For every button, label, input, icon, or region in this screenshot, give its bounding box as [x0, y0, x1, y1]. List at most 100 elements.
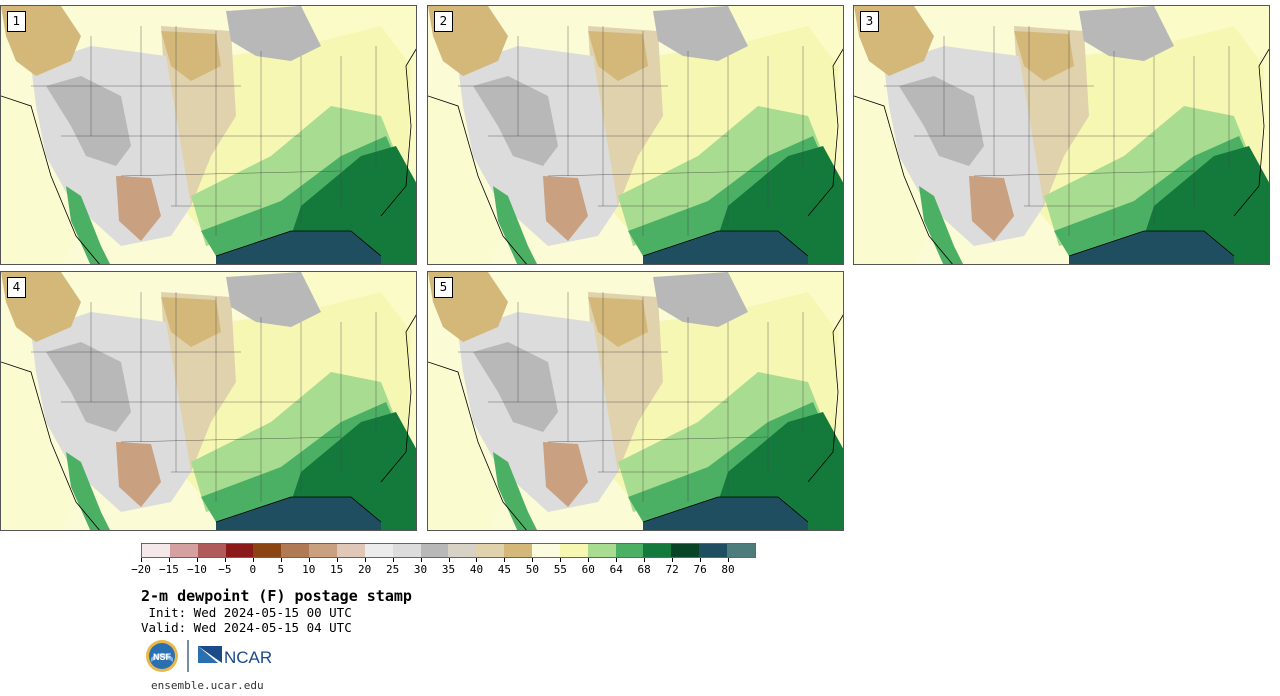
colorbar-tick-label: 10 [302, 563, 316, 576]
land-west-darkgray [899, 76, 984, 166]
colorbar-swatch [337, 544, 365, 557]
colorbar-tick-label: 40 [469, 563, 484, 576]
colorbar-tick [252, 558, 254, 562]
land-desert-sw-brown [116, 442, 161, 507]
land-desert-sw-brown [543, 442, 588, 507]
colorbar-tick-label: 60 [581, 563, 595, 576]
colorbar-tick-label: −20 [131, 563, 151, 576]
dewpoint-map [1, 272, 416, 530]
colorbar-tick [476, 558, 478, 562]
ocean-pacific [1, 362, 76, 530]
valid-time: Valid: Wed 2024-05-15 04 UTC [141, 620, 352, 635]
colorbar-tick-label: 5 [277, 563, 285, 576]
map-panel-4: 4 [0, 271, 417, 531]
panel-number: 5 [434, 277, 453, 298]
colorbar-tick [392, 558, 394, 562]
colorbar-swatch [643, 544, 672, 557]
chart-title: 2-m dewpoint (F) postage stamp [141, 587, 412, 605]
colorbar-tick [168, 558, 170, 562]
colorbar-tick [141, 558, 142, 562]
land-great-lakes-gray [1079, 6, 1174, 61]
colorbar-tick-label: −15 [159, 563, 179, 576]
colorbar-tick-label: 72 [665, 563, 679, 576]
init-time: Init: Wed 2024-05-15 00 UTC [141, 605, 352, 620]
colorbar-tick-label: 45 [497, 563, 512, 576]
colorbar-tick-label: 30 [413, 563, 428, 576]
ocean-pacific [428, 362, 503, 530]
footer-url[interactable]: ensemble.ucar.edu [151, 679, 264, 692]
map-panel-2: 2 [427, 5, 844, 265]
colorbar-tick [308, 558, 310, 562]
colorbar-swatch [587, 544, 616, 557]
land-great-lakes-gray [226, 272, 321, 327]
state-boundary [458, 85, 769, 207]
colorbar-tick-label: 25 [385, 563, 400, 576]
land-pacific-coast-green [493, 186, 537, 264]
state-boundary [884, 85, 1195, 207]
ncar-logo: NCAR [198, 646, 272, 667]
land-west-darkgray [473, 76, 558, 166]
map-field [428, 6, 843, 264]
map-panel-3: 3 [853, 5, 1270, 265]
land-great-lakes-gray [653, 272, 748, 327]
colorbar-tick-label: 64 [609, 563, 623, 576]
colorbar-swatch [142, 544, 170, 557]
colorbar-tick [420, 558, 422, 562]
map-panel-1: 1 [0, 5, 417, 265]
colorbar-tick [644, 558, 646, 562]
colorbar-tick [700, 558, 702, 562]
coastline [1, 314, 416, 530]
map-panel-5: 5 [427, 271, 844, 531]
colorbar-swatch [281, 544, 310, 557]
dewpoint-map [1, 6, 416, 264]
colorbar-swatch [559, 544, 588, 557]
land-west-darkgray [473, 342, 558, 432]
ocean-pacific [428, 96, 503, 264]
colorbar-tick-label: 50 [525, 563, 539, 576]
land-great-lakes-gray [653, 6, 748, 61]
land-desert-sw-brown [969, 176, 1014, 241]
map-field [854, 6, 1269, 264]
ocean-pacific [1, 96, 76, 264]
svg-text:NCAR: NCAR [224, 648, 272, 667]
gulf-of-mexico [643, 231, 808, 264]
colorbar-swatch [169, 544, 198, 557]
colorbar-swatch [727, 544, 755, 557]
panel-number: 2 [434, 11, 453, 32]
dewpoint-map [428, 6, 843, 264]
coastline [1, 48, 416, 264]
colorbar-tick-label: 20 [358, 563, 372, 576]
ocean-pacific [854, 96, 929, 264]
colorbar-tick [672, 558, 674, 562]
colorbar-swatch [532, 544, 560, 557]
colorbar-swatch [448, 544, 477, 557]
colorbar-tick [560, 558, 562, 562]
colorbar-tick [224, 558, 226, 562]
colorbar-labels: −20 −15 −10 −5 0 5 10 15 20 25 30 35 40 45 50 55 60 64 68 7… [131, 563, 756, 577]
colorbar-swatch [615, 544, 644, 557]
colorbar-tick [196, 558, 198, 562]
coastline [428, 48, 843, 264]
land-pacific-coast-green [66, 186, 110, 264]
land-pacific-coast-green [66, 452, 110, 530]
panel-number: 3 [860, 11, 879, 32]
map-field [1, 6, 416, 264]
colorbar-tick [364, 558, 366, 562]
colorbar-tick-label: 55 [553, 563, 567, 576]
colorbar-tick [728, 558, 730, 562]
colorbar-tick-label: −5 [218, 563, 232, 576]
land-west-darkgray [46, 76, 131, 166]
colorbar-tick-label: 76 [693, 563, 707, 576]
svg-text:NSF: NSF [153, 652, 172, 662]
colorbar-tick [448, 558, 450, 562]
coastline [854, 48, 1269, 264]
colorbar-tick [504, 558, 506, 562]
colorbar-swatch [671, 544, 700, 557]
colorbar-swatch [476, 544, 505, 557]
colorbar-swatch [197, 544, 226, 557]
land-great-lakes-gray [226, 6, 321, 61]
dewpoint-map [428, 272, 843, 530]
colorbar-tick [616, 558, 618, 562]
colorbar-swatch [699, 544, 728, 557]
colorbar-tick-label: 80 [721, 563, 735, 576]
